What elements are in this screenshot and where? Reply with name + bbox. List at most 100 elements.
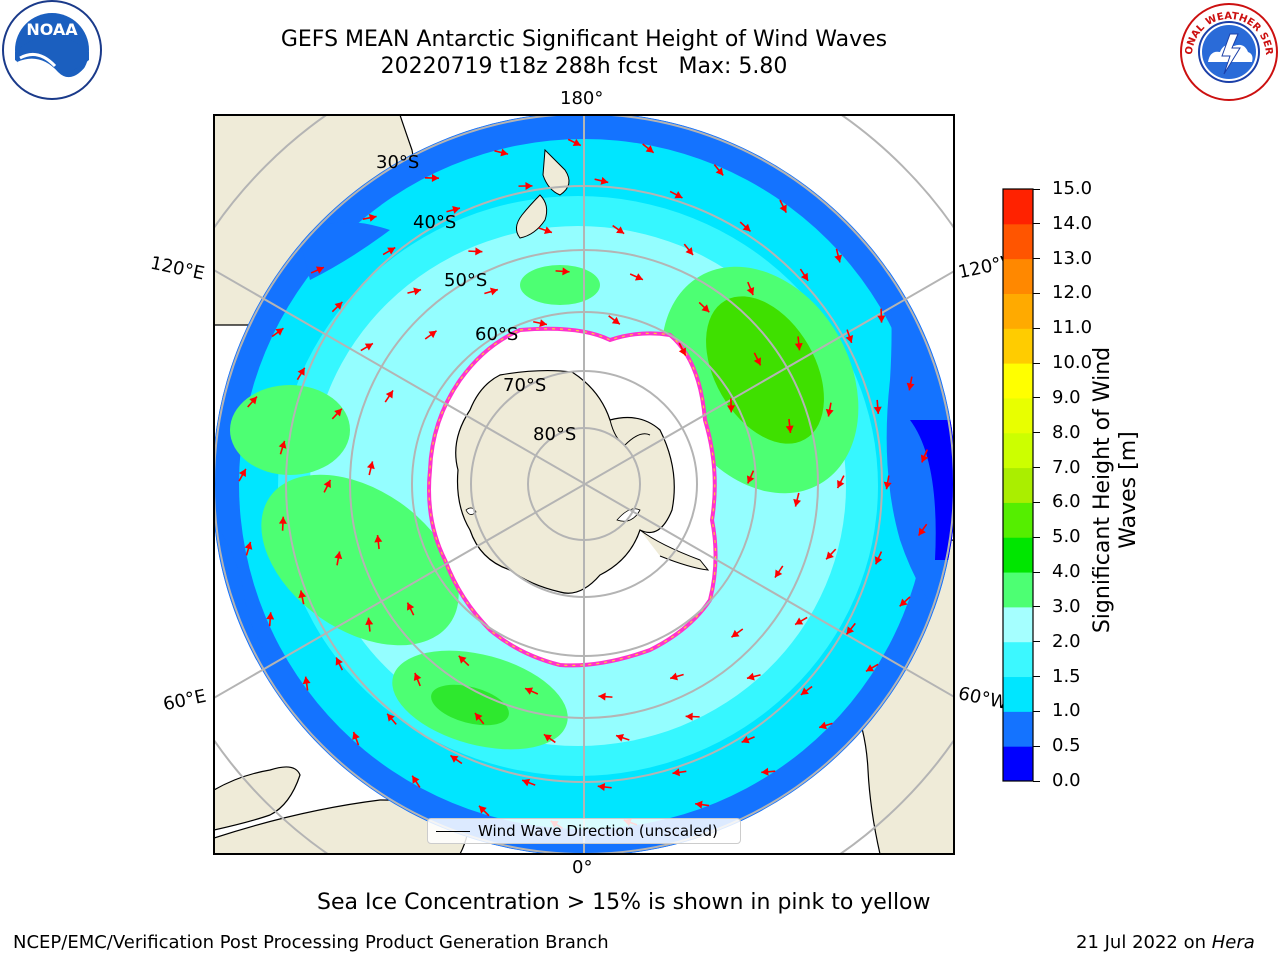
wind-wave-arrowhead [525,687,534,695]
wind-wave-arrowhead [670,672,679,681]
footer-left: NCEP/EMC/Verification Post Processing Pr… [13,932,609,953]
wind-wave-arrowhead [865,664,875,672]
wind-wave-arrowhead [315,266,324,274]
colorbar-tick-label: 5.0 [1052,526,1081,548]
colorbar-segment [1003,328,1033,364]
wind-wave-arrowhead [539,319,547,328]
wind-wave-arrowhead [774,569,783,578]
colorbar-segment [1003,432,1033,469]
wind-wave-arrowhead [413,672,422,681]
wind-wave-arrowhead [562,267,570,276]
wind-wave-arrowhead [873,406,882,414]
lat-label-50s: 50°S [444,270,488,291]
colorbar-segment [1003,397,1033,434]
wind-wave-arrowhead [297,367,305,376]
wind-wave-arrowhead [741,735,750,744]
wind-wave-arrowhead [899,598,908,607]
wind-wave-arrowhead [678,347,686,356]
wind-wave-arrowhead [846,626,855,635]
colorbar-segment [1003,746,1033,782]
wind-wave-arrowhead [334,301,343,310]
wind-wave-arrowhead [597,783,606,791]
colorbar-tick-mark [1033,501,1040,503]
map-legend: Wind Wave Direction (unscaled) [427,818,741,844]
wind-wave-arrowhead [742,223,751,232]
colorbar-tick-mark [1033,676,1040,678]
wind-wave-arrowhead [278,516,287,524]
wind-wave-arrowhead [779,204,787,213]
colorbar-segment [1003,676,1033,712]
wind-wave-arrowhead [352,731,360,740]
land-new-zealand [542,148,570,196]
wind-wave-arrowhead [611,316,620,325]
wind-wave-arrowhead [795,617,804,625]
wind-wave-arrowhead [701,304,710,313]
wind-wave-arrowhead [366,461,375,470]
colorbar-segment [1003,467,1033,503]
colorbar-tick-mark [1033,641,1040,643]
wind-wave-arrowhead [837,480,845,489]
colorbar-tick-mark [1033,606,1040,608]
wind-wave-arrowhead [374,535,383,543]
wind-wave-arrowhead [431,173,439,182]
footer-right: 21 Jul 2022 on Hera [1076,932,1255,953]
wind-wave-arrowhead [478,805,487,814]
wind-wave-arrowhead [278,440,287,449]
colorbar-tick-mark [1033,780,1040,782]
wind-wave-arrowhead [918,527,926,536]
wind-wave-arrowhead [746,475,755,484]
wind-wave-arrowhead [834,254,843,263]
colorbar-tick-label: 2.0 [1052,630,1081,652]
colorbar-tick-mark [1033,571,1040,573]
wind-wave-arrowhead [634,273,643,281]
wind-wave-arrowhead [368,213,377,222]
wind-wave-arrowhead [489,287,498,296]
colorbar-segment [1003,223,1033,260]
wind-wave-arrowhead [761,767,769,776]
wind-wave-arrowhead [365,617,374,626]
sea-ice-caption: Sea Ice Concentration > 15% is shown in … [317,890,931,915]
wind-wave-arrowhead [685,712,693,721]
wind-wave-arrowhead [874,556,883,565]
wind-wave-arrows [238,138,929,830]
wind-wave-arrowhead [334,408,342,417]
wind-wave-arrowhead [819,721,827,730]
colorbar-tick-label: 6.0 [1052,491,1081,513]
wind-wave-arrowhead [275,328,284,336]
colorbar-segment [1003,189,1033,225]
nws-logo: NATIONAL WEATHER SERVICE [1178,2,1278,101]
colorbar-tick-mark [1033,292,1040,294]
wind-wave-arrowhead [845,334,854,343]
colorbar-tick-label: 12.0 [1052,282,1093,304]
wind-wave-arrowhead [616,733,624,742]
wind-wave-arrowhead [794,342,803,351]
wind-wave-arrowhead [249,396,257,405]
wind-wave-arrowhead [452,206,460,214]
wind-wave-arrowhead [785,425,794,433]
wind-wave-arrowhead [883,481,892,490]
colorbar-tick-label: 0.5 [1052,735,1081,757]
lon-label-0: 0° [572,857,593,878]
colorbar-tick-label: 1.0 [1052,700,1081,722]
colorbar-tick-mark [1033,432,1040,434]
wind-wave-arrowhead [500,148,509,157]
wind-wave-arrowhead [920,454,929,463]
wind-wave-arrowhead [877,315,886,323]
wind-wave-arrowhead [800,687,809,695]
chart-subtitle: 20220719 t18z 288h fcst Max: 5.80 [380,54,788,79]
colorbar-label-line1: Significant Height of Wind [1090,346,1115,634]
colorbar-tick-label: 15.0 [1052,178,1093,199]
colorbar-tick-mark [1033,467,1040,469]
wind-wave-arrowhead [266,612,275,620]
wind-wave-arrowhead [450,755,459,763]
lat-label-60s: 60°S [475,324,519,345]
colorbar-tick-mark [1033,327,1040,329]
wind-wave-arrowhead [825,408,834,417]
colorbar [1002,188,1034,782]
wind-wave-arrowhead [302,676,311,685]
colorbar-tick-label: 8.0 [1052,421,1081,443]
wind-wave-arrowhead [715,167,724,176]
wind-wave-arrowhead [600,176,609,185]
wind-wave-arrowhead [826,551,834,560]
